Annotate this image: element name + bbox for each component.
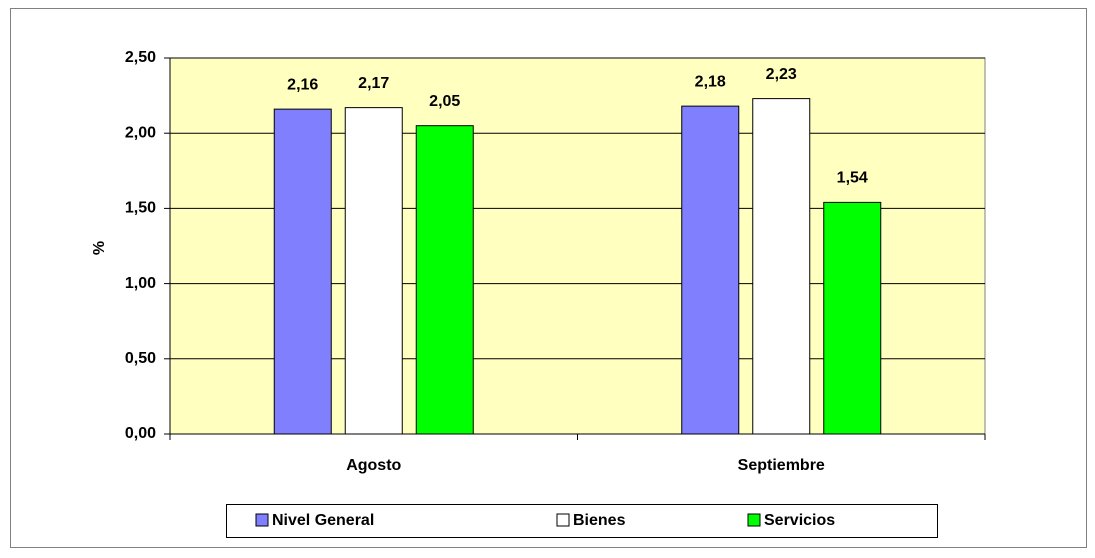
legend-swatch bbox=[747, 513, 761, 527]
bar bbox=[823, 201, 882, 435]
legend-swatch bbox=[255, 513, 269, 527]
legend-label: Bienes bbox=[573, 512, 626, 529]
legend-label: Nivel General bbox=[272, 512, 374, 529]
bar bbox=[752, 98, 811, 435]
y-tick-label: 2,00 bbox=[125, 124, 156, 141]
y-tick-label: 0,00 bbox=[125, 425, 156, 442]
y-tick-label: 1,50 bbox=[125, 200, 156, 217]
legend-label: Servicios bbox=[764, 512, 835, 529]
legend-box bbox=[226, 504, 938, 538]
legend-swatch bbox=[556, 513, 570, 527]
value-label: 2,23 bbox=[766, 66, 797, 83]
y-tick-label: 2,50 bbox=[125, 49, 156, 66]
x-tick-label: Agosto bbox=[346, 457, 401, 474]
bar bbox=[344, 107, 403, 435]
bar bbox=[415, 125, 474, 435]
y-tick-label: 0,50 bbox=[125, 350, 156, 367]
y-axis-label: % bbox=[91, 241, 108, 255]
x-tick-label: Septiembre bbox=[738, 457, 825, 474]
value-label: 2,05 bbox=[429, 93, 460, 110]
y-tick-label: 1,00 bbox=[125, 275, 156, 292]
bar bbox=[273, 108, 332, 435]
value-label: 2,18 bbox=[695, 73, 726, 90]
value-label: 1,54 bbox=[837, 170, 868, 187]
value-label: 2,17 bbox=[358, 75, 389, 92]
bar bbox=[681, 105, 740, 435]
value-label: 2,16 bbox=[287, 76, 318, 93]
